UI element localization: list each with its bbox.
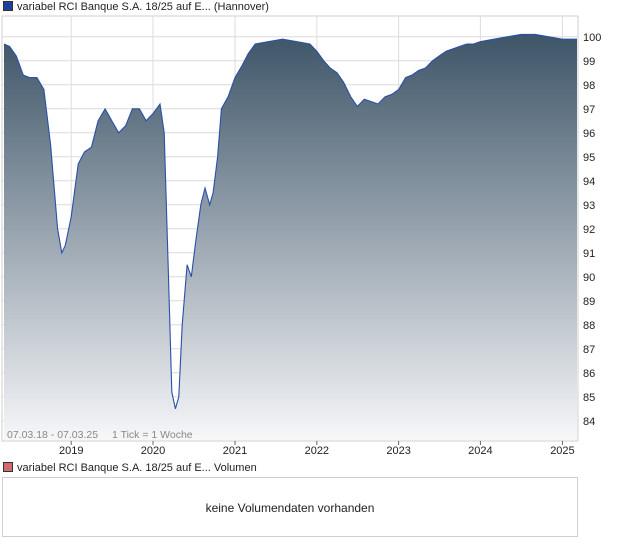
- y-tick-label: 92: [583, 224, 595, 236]
- y-tick-label: 86: [583, 368, 595, 380]
- x-tick-label: 2023: [386, 445, 410, 457]
- price-series-swatch: [3, 1, 13, 11]
- x-tick-label: 2025: [550, 445, 574, 457]
- y-tick-label: 96: [583, 128, 595, 140]
- y-tick-label: 99: [583, 56, 595, 68]
- x-axis: 2019 2020 2021 2022 2023 2024 2025: [59, 441, 575, 457]
- date-range-label: 07.03.18 - 07.03.25: [7, 429, 98, 441]
- y-tick-label: 93: [583, 200, 595, 212]
- y-tick-label: 91: [583, 248, 595, 260]
- y-tick-label: 89: [583, 296, 595, 308]
- y-tick-label: 84: [583, 416, 595, 428]
- price-legend: variabel RCI Banque S.A. 18/25 auf E... …: [3, 1, 269, 13]
- no-volume-message: keine Volumendaten vorhanden: [205, 501, 375, 515]
- x-tick-label: 2022: [305, 445, 329, 457]
- y-axis: 84 85 86 87 88 89 90 91 92 93 94 95 96 97 98 99 100: [583, 32, 601, 428]
- x-tick-label: 2019: [59, 445, 83, 457]
- y-tick-label: 87: [583, 344, 595, 356]
- y-tick-label: 100: [583, 32, 601, 44]
- price-legend-label: variabel RCI Banque S.A. 18/25 auf E... …: [17, 1, 269, 13]
- tick-interval-label: 1 Tick = 1 Woche: [112, 429, 193, 441]
- y-tick-label: 97: [583, 104, 595, 116]
- x-tick-label: 2024: [468, 445, 492, 457]
- y-tick-label: 94: [583, 176, 595, 188]
- volume-series-swatch: [3, 462, 13, 472]
- volume-legend-label: variabel RCI Banque S.A. 18/25 auf E... …: [17, 462, 257, 474]
- x-tick-label: 2020: [141, 445, 165, 457]
- y-tick-label: 85: [583, 392, 595, 404]
- x-tick-label: 2021: [223, 445, 247, 457]
- y-tick-label: 90: [583, 272, 595, 284]
- y-tick-label: 88: [583, 320, 595, 332]
- price-area: [4, 34, 577, 441]
- price-line: [3, 33, 577, 409]
- y-tick-label: 98: [583, 80, 595, 92]
- volume-legend: variabel RCI Banque S.A. 18/25 auf E... …: [3, 462, 257, 474]
- volume-panel: keine Volumendaten vorhanden: [2, 477, 578, 537]
- y-tick-label: 95: [583, 152, 595, 164]
